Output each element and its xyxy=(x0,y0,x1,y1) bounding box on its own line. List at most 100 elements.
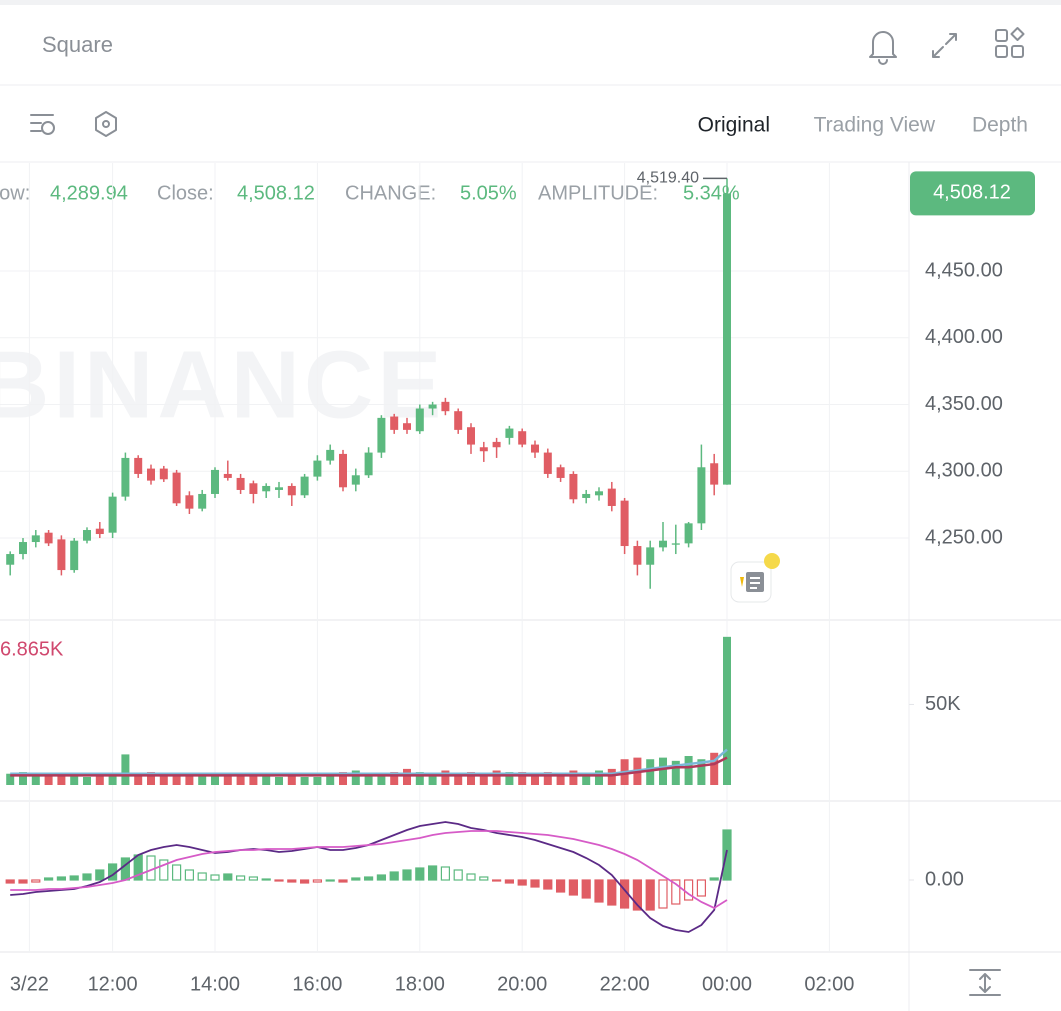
macd-bar xyxy=(440,866,450,881)
macd-line xyxy=(10,830,728,910)
info-value: 4,289.94 xyxy=(50,182,128,204)
volume-bar xyxy=(326,775,335,785)
volume-bar xyxy=(236,775,245,785)
expand-icon[interactable] xyxy=(932,33,957,58)
x-tick-label: 20:00 xyxy=(497,973,547,995)
macd-bar xyxy=(555,879,566,893)
macd-bar xyxy=(389,871,399,881)
volume-bar xyxy=(121,754,130,785)
candle-body xyxy=(467,427,475,445)
macd-bar xyxy=(95,869,105,881)
macd-bar xyxy=(82,873,92,881)
macd-bar xyxy=(568,879,579,896)
x-tick-label: 12:00 xyxy=(88,973,138,995)
bell-icon[interactable] xyxy=(869,31,897,65)
y-tick-label: 0.00 xyxy=(925,868,964,890)
volume-bar xyxy=(300,776,309,785)
candle-body xyxy=(211,469,219,494)
candle-body xyxy=(147,468,155,481)
volume-bar xyxy=(518,772,527,785)
watermark: BINANCE xyxy=(0,331,445,438)
volume-bar xyxy=(569,770,578,785)
info-label: Low: xyxy=(0,182,30,204)
volume-bar xyxy=(531,773,539,785)
settings-icon[interactable] xyxy=(30,114,55,135)
macd-bar xyxy=(504,879,514,884)
apps-icon[interactable] xyxy=(995,27,1025,58)
volume-bar xyxy=(684,756,693,785)
tab[interactable]: Depth xyxy=(972,114,1028,137)
volume-label: 6.865K xyxy=(0,638,64,660)
volume-bar xyxy=(582,773,591,785)
volume-bar xyxy=(57,773,66,785)
macd-bar xyxy=(632,879,643,911)
volume-bar xyxy=(697,759,706,785)
macd-bar xyxy=(376,874,386,881)
info-label: Close: xyxy=(157,182,214,204)
tab[interactable]: Original xyxy=(698,114,770,137)
candle-body xyxy=(415,408,424,432)
candle-body xyxy=(428,404,437,409)
news-icon[interactable] xyxy=(730,553,780,603)
header-title[interactable]: Square xyxy=(42,32,113,57)
volume-bar xyxy=(556,773,565,785)
volume-bar xyxy=(223,773,232,785)
macd-bar xyxy=(351,877,361,881)
macd-bar xyxy=(236,875,246,881)
candle-body xyxy=(582,493,591,498)
candle-body xyxy=(659,540,667,548)
x-tick-label: 14:00 xyxy=(190,973,240,995)
x-tick-label: 18:00 xyxy=(395,973,445,995)
volume-bar xyxy=(454,773,463,785)
candle-body xyxy=(595,491,603,496)
y-tick-label: 4,450.00 xyxy=(925,259,1003,281)
candle-body xyxy=(543,452,552,474)
candle-body xyxy=(275,487,283,490)
volume-bar xyxy=(441,770,450,785)
macd-bar xyxy=(479,876,489,881)
macd-bar xyxy=(312,879,322,883)
volume-bar xyxy=(134,773,143,785)
volume-bar xyxy=(249,775,258,785)
candle-body xyxy=(531,444,539,453)
y-tick-label: 4,300.00 xyxy=(925,460,1003,482)
candle-body xyxy=(198,493,207,509)
candle-body xyxy=(70,540,79,571)
macd-bar xyxy=(658,879,668,909)
macd-bar xyxy=(709,877,719,881)
volume-bar xyxy=(467,772,475,785)
volume-bar xyxy=(710,752,719,785)
volume-bar xyxy=(646,759,655,785)
volume-bar xyxy=(198,773,207,785)
indicator-icon[interactable] xyxy=(95,111,117,137)
volume-bar xyxy=(428,773,437,785)
macd-bar xyxy=(197,872,207,881)
x-tick-label: 00:00 xyxy=(702,973,752,995)
candle-body xyxy=(223,473,232,478)
candle-body xyxy=(249,483,258,494)
macd-bar xyxy=(325,879,335,882)
candle-body xyxy=(262,485,271,492)
volume-ma-line xyxy=(10,756,728,777)
candle-body xyxy=(159,468,168,480)
volume-bar xyxy=(31,773,40,785)
tab[interactable]: Trading View xyxy=(814,114,936,137)
candle-body xyxy=(121,457,130,497)
candle-body xyxy=(505,428,514,438)
macd-bar xyxy=(261,878,271,881)
volume-bar xyxy=(364,773,373,785)
candle-body xyxy=(723,193,731,485)
macd-bar xyxy=(210,874,220,881)
macd-bar xyxy=(428,865,438,881)
macd-bar xyxy=(415,867,425,881)
x-tick-label: 16:00 xyxy=(292,973,342,995)
last-price-label: 4,508.12 xyxy=(933,182,1011,204)
candle-body xyxy=(313,460,322,477)
macd-bar xyxy=(581,879,591,899)
volume-bar xyxy=(492,770,501,785)
volume-bar xyxy=(403,768,411,785)
volume-bar xyxy=(339,772,347,785)
macd-bar xyxy=(31,879,41,883)
fit-icon[interactable] xyxy=(969,969,1001,996)
volume-bar xyxy=(185,775,194,785)
